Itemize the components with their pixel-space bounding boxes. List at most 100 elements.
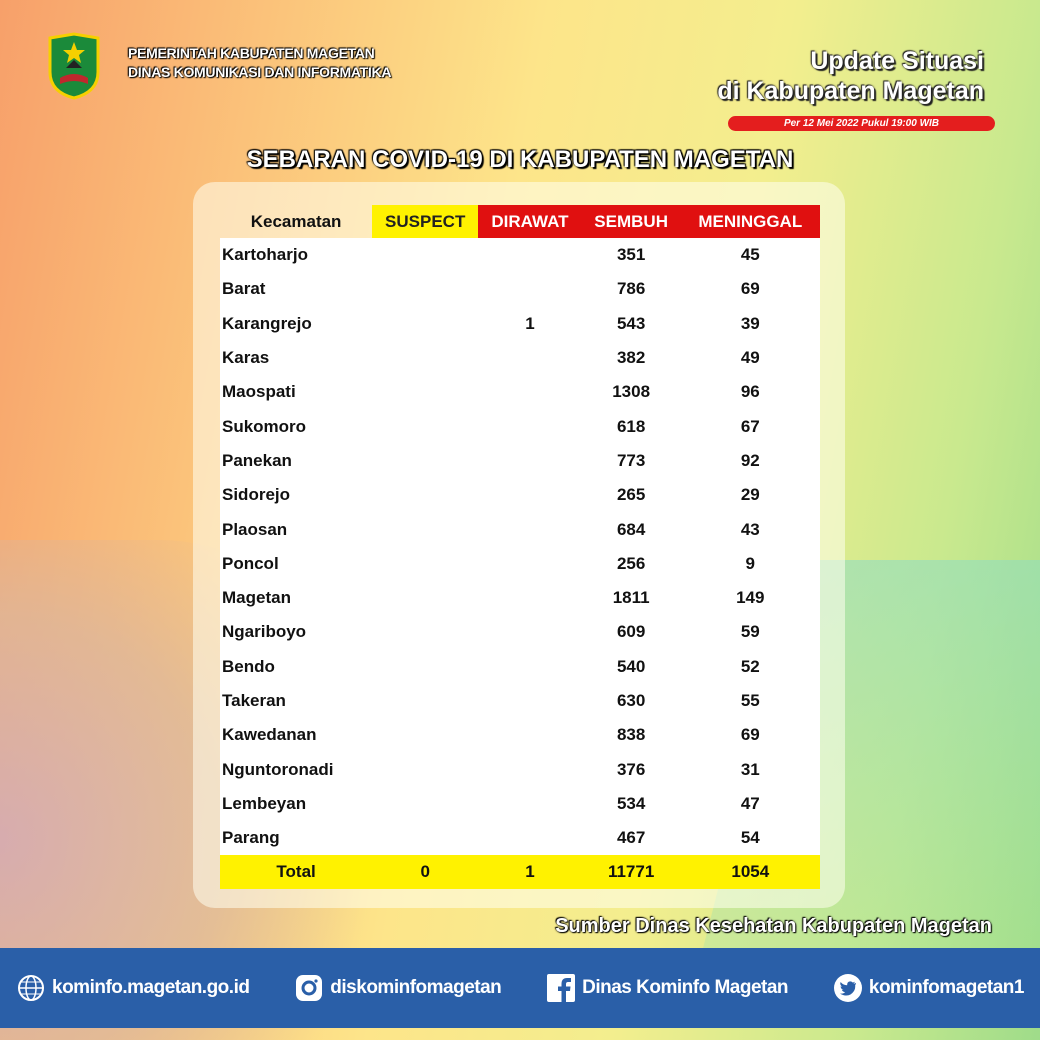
cell-meninggal: 9 [680, 546, 820, 581]
footer-instagram[interactable]: diskominfomagetan [294, 973, 502, 1003]
cell-kecamatan: Takeran [220, 683, 373, 719]
cell-suspect [372, 615, 479, 650]
cell-suspect [372, 409, 479, 444]
covid-table: Kecamatan SUSPECT DIRAWAT SEMBUH MENINGG… [220, 205, 820, 890]
cell-meninggal: 39 [680, 306, 820, 341]
cell-dirawat [478, 615, 582, 650]
table-row: Sidorejo 265 29 [220, 478, 820, 513]
cell-meninggal: 149 [680, 580, 820, 616]
update-line-2: di Kabupaten Magetan [717, 77, 984, 105]
cell-dirawat [478, 478, 582, 513]
footer-twitter[interactable]: kominfomagetan1 [833, 973, 1024, 1003]
cell-suspect [372, 306, 479, 341]
cell-meninggal: 59 [680, 615, 820, 650]
cell-meninggal: 69 [680, 272, 820, 307]
cell-meninggal: 55 [680, 683, 820, 719]
cell-suspect [372, 546, 479, 581]
cell-suspect [372, 752, 479, 787]
footer-facebook[interactable]: Dinas Kominfo Magetan [546, 973, 789, 1003]
cell-suspect [372, 821, 479, 856]
table-row: Plaosan 684 43 [220, 512, 820, 547]
table-row: Maospati 1308 96 [220, 375, 820, 410]
cell-kecamatan: Sukomoro [220, 409, 373, 444]
cell-sembuh: 534 [581, 786, 681, 822]
cell-suspect [372, 375, 479, 410]
cell-suspect [372, 580, 479, 616]
organization-name: PEMERINTAH KABUPATEN MAGETAN DINAS KOMUN… [128, 44, 391, 82]
cell-sembuh: 376 [581, 752, 681, 787]
cell-kecamatan: Kawedanan [220, 718, 373, 753]
cell-sembuh: 838 [581, 718, 681, 753]
cell-suspect [372, 478, 479, 513]
update-title: Update Situasi di Kabupaten Magetan [717, 46, 984, 106]
cell-kecamatan: Barat [220, 272, 373, 307]
table-row: Sukomoro 618 67 [220, 409, 820, 444]
cell-suspect [372, 683, 479, 719]
table-header-row: Kecamatan SUSPECT DIRAWAT SEMBUH MENINGG… [220, 205, 820, 238]
org-line-1: PEMERINTAH KABUPATEN MAGETAN [128, 45, 375, 61]
cell-kecamatan: Bendo [220, 649, 373, 684]
globe-icon [16, 973, 46, 1003]
cell-dirawat [478, 340, 582, 376]
source-note: Sumber Dinas Kesehatan Kabupaten Magetan [555, 915, 992, 937]
cell-meninggal: 1054 [680, 855, 820, 890]
cell-sembuh: 382 [581, 340, 681, 376]
update-line-1: Update Situasi [810, 47, 984, 75]
table-row: Poncol 256 9 [220, 546, 820, 581]
cell-kecamatan: Magetan [220, 580, 373, 616]
cell-suspect [372, 649, 479, 684]
cell-sembuh: 630 [581, 683, 681, 719]
cell-meninggal: 45 [680, 238, 820, 273]
table-row: Kawedanan 838 69 [220, 718, 820, 753]
cell-kecamatan: Kartoharjo [220, 238, 373, 273]
cell-dirawat [478, 546, 582, 581]
cell-dirawat: 1 [478, 306, 582, 341]
cell-sembuh: 467 [581, 821, 681, 856]
table-row: Nguntoronadi 376 31 [220, 752, 820, 787]
cell-meninggal: 29 [680, 478, 820, 513]
cell-kecamatan: Nguntoronadi [220, 752, 373, 787]
cell-sembuh: 773 [581, 443, 681, 479]
footer-website[interactable]: kominfo.magetan.go.id [16, 973, 250, 1003]
cell-kecamatan: Karangrejo [220, 306, 373, 341]
cell-sembuh: 1308 [581, 375, 681, 410]
cell-meninggal: 96 [680, 375, 820, 410]
cell-suspect [372, 238, 479, 273]
cell-meninggal: 49 [680, 340, 820, 376]
cell-suspect: 0 [372, 855, 479, 890]
facebook-icon [546, 973, 576, 1003]
cell-kecamatan: Lembeyan [220, 786, 373, 822]
page-title: SEBARAN COVID-19 DI KABUPATEN MAGETAN [246, 146, 794, 173]
cell-kecamatan: Plaosan [220, 512, 373, 547]
cell-suspect [372, 340, 479, 376]
cell-kecamatan: Parang [220, 821, 373, 856]
cell-sembuh: 351 [581, 238, 681, 273]
date-badge: Per 12 Mei 2022 Pukul 19:00 WIB [728, 116, 995, 131]
cell-dirawat [478, 718, 582, 753]
footer-label: kominfo.magetan.go.id [52, 977, 250, 998]
cell-dirawat [478, 821, 582, 856]
table-row: Takeran 630 55 [220, 683, 820, 719]
cell-sembuh: 1811 [581, 580, 681, 616]
col-sembuh: SEMBUH [581, 205, 681, 238]
cell-dirawat [478, 512, 582, 547]
col-meninggal: MENINGGAL [680, 205, 820, 238]
table-row: Ngariboyo 609 59 [220, 615, 820, 650]
table-row: Lembeyan 534 47 [220, 786, 820, 822]
cell-meninggal: 47 [680, 786, 820, 822]
cell-dirawat [478, 409, 582, 444]
cell-dirawat [478, 683, 582, 719]
cell-sembuh: 256 [581, 546, 681, 581]
org-line-2: DINAS KOMUNIKASI DAN INFORMATIKA [128, 64, 392, 80]
cell-meninggal: 92 [680, 443, 820, 479]
cell-dirawat: 1 [478, 855, 582, 890]
cell-dirawat [478, 786, 582, 822]
cell-suspect [372, 443, 479, 479]
cell-sembuh: 786 [581, 272, 681, 307]
table-row: Bendo 540 52 [220, 649, 820, 684]
cell-meninggal: 69 [680, 718, 820, 753]
footer-bar: kominfo.magetan.go.id diskominfomagetan … [0, 948, 1040, 1028]
col-suspect: SUSPECT [372, 205, 479, 238]
cell-dirawat [478, 752, 582, 787]
footer-label: diskominfomagetan [330, 977, 502, 998]
